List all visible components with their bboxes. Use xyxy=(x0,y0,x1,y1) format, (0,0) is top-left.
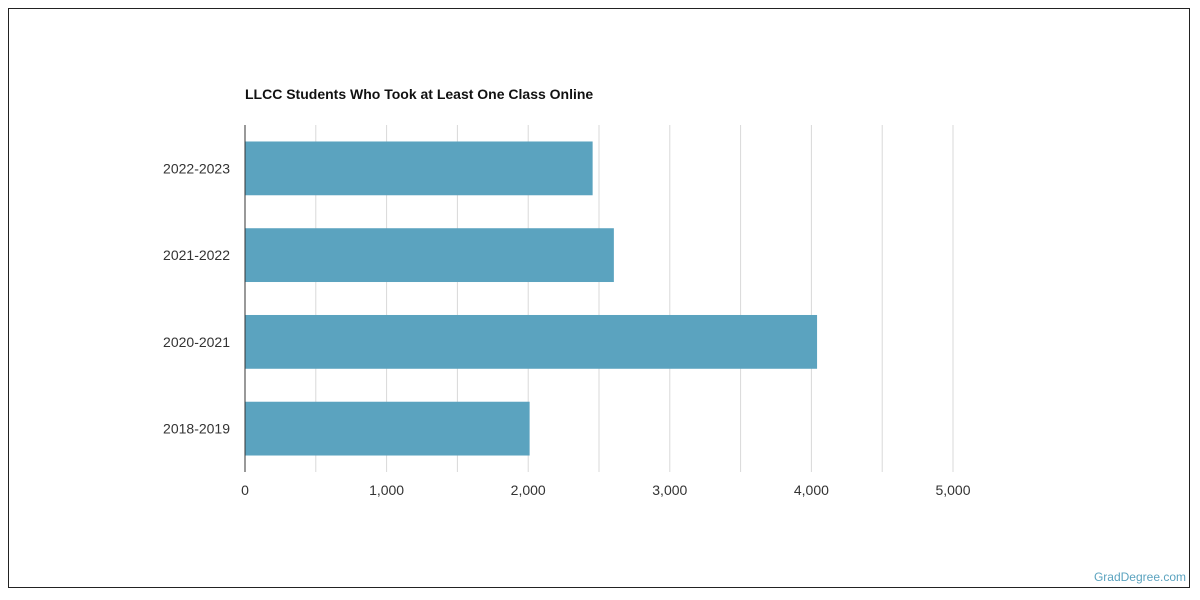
x-tick-label: 5,000 xyxy=(935,482,970,498)
x-tick-label: 4,000 xyxy=(794,482,829,498)
x-tick-label: 1,000 xyxy=(369,482,404,498)
bar-2020-2021 xyxy=(245,314,818,369)
site-credit[interactable]: GradDegree.com xyxy=(1093,570,1186,584)
x-tick-label: 3,000 xyxy=(652,482,687,498)
bar-2021-2022 xyxy=(245,228,614,283)
y-tick-label: 2018-2019 xyxy=(163,421,230,437)
y-tick-label: 2021-2022 xyxy=(163,247,230,263)
chart-title: LLCC Students Who Took at Least One Clas… xyxy=(245,86,594,102)
x-tick-label: 0 xyxy=(241,482,249,498)
x-tick-label: 2,000 xyxy=(511,482,546,498)
y-tick-label: 2022-2023 xyxy=(163,160,230,176)
bar-2018-2019 xyxy=(245,401,530,456)
y-tick-label: 2020-2021 xyxy=(163,334,230,350)
bar-2022-2023 xyxy=(245,141,593,196)
